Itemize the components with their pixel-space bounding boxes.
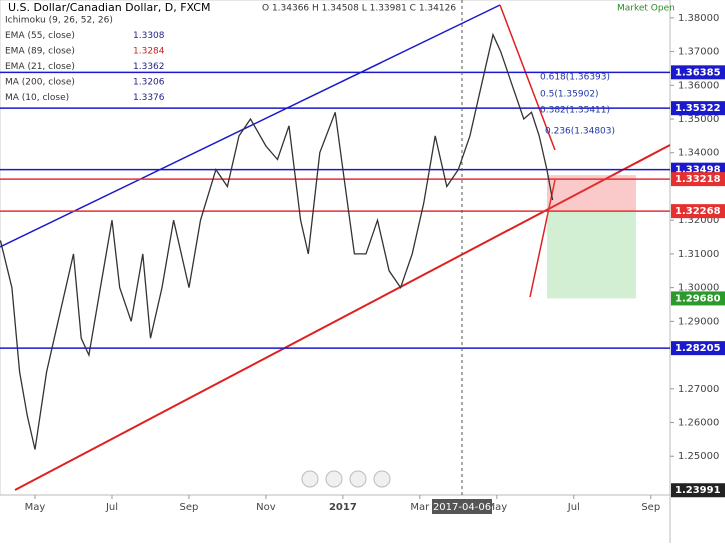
- price-label-bg: [671, 172, 725, 187]
- y-tick-label: 1.36000: [678, 80, 719, 91]
- indicator-name: EMA (55, close): [5, 31, 75, 41]
- indicator-value: 1.3284: [133, 47, 165, 57]
- y-tick-label: 1.35000: [678, 114, 719, 125]
- x-tick-label: Nov: [256, 502, 276, 513]
- price-label-bg: [671, 101, 725, 116]
- zoom-controls: [301, 470, 391, 488]
- price-label: 1.32268: [675, 206, 721, 217]
- zoom-in-button[interactable]: [373, 470, 391, 488]
- price-label-bg: [671, 65, 725, 80]
- price-label: 1.36385: [675, 67, 721, 78]
- price-label: 1.23991: [675, 485, 721, 496]
- price-label-bg: [671, 204, 725, 219]
- x-tick-label: Sep: [641, 502, 660, 513]
- price-label: 1.33218: [675, 174, 721, 185]
- zoom-plus-button[interactable]: [349, 470, 367, 488]
- y-tick-label: 1.26000: [678, 418, 719, 429]
- fib-label: 0.382(1.35411): [540, 106, 610, 116]
- y-tick-label: 1.38000: [678, 13, 719, 24]
- ohlc: O 1.34366 H 1.34508 L 1.33981 C 1.34126: [262, 4, 456, 14]
- fib-label: 0.236(1.34803): [545, 127, 615, 137]
- indicator-name: MA (200, close): [5, 78, 75, 88]
- x-tick-label: 2017: [329, 502, 357, 513]
- x-tick-label: May: [25, 502, 46, 513]
- indicator-name: EMA (21, close): [5, 62, 75, 72]
- y-tick-label: 1.31000: [678, 249, 719, 260]
- price-label-bg: [671, 483, 725, 498]
- zoom-out-button[interactable]: [301, 470, 319, 488]
- plot-area: [0, 0, 671, 496]
- price-label: 1.35322: [675, 103, 721, 114]
- y-tick-label: 1.29000: [678, 316, 719, 327]
- symbol-title: U.S. Dollar/Canadian Dollar, D, FXCM: [8, 1, 210, 14]
- price-label-bg: [671, 341, 725, 356]
- y-tick-label: 1.25000: [678, 451, 719, 462]
- indicator-name: Ichimoku (9, 26, 52, 26): [5, 16, 113, 26]
- stop-zone: [547, 175, 636, 212]
- indicator-value: 1.3206: [133, 78, 165, 88]
- indicator-value: 1.3308: [133, 31, 165, 41]
- x-tick-label: Jul: [567, 502, 580, 513]
- market-status: Market Open: [617, 4, 675, 14]
- trendlines: [0, 4, 671, 491]
- indicator-value: 1.3376: [133, 93, 165, 103]
- indicator-value: 1.3362: [133, 62, 165, 72]
- price-label: 1.29680: [675, 293, 721, 304]
- x-tick-label: May: [486, 502, 507, 513]
- x-tick-label: Jul: [105, 502, 118, 513]
- x-tick-label: Sep: [180, 502, 199, 513]
- indicator-name: EMA (89, close): [5, 47, 75, 57]
- y-tick-label: 1.27000: [678, 384, 719, 395]
- y-tick-label: 1.30000: [678, 283, 719, 294]
- y-tick-label: 1.32000: [678, 215, 719, 226]
- target-zone: [547, 211, 636, 299]
- x-tick-label: Mar: [410, 502, 430, 513]
- crosshair-date: 2017-04-06: [433, 502, 491, 513]
- price-label: 1.28205: [675, 343, 721, 354]
- price-line: [0, 32, 554, 450]
- crosshair-date-bg: [432, 499, 492, 514]
- price-label-bg: [671, 291, 725, 306]
- indicator-name: MA (10, close): [5, 93, 69, 103]
- fib-label: 0.5(1.35902): [540, 90, 599, 100]
- y-tick-label: 1.34000: [678, 148, 719, 159]
- price-label: 1.33498: [675, 165, 721, 176]
- zoom-minus-button[interactable]: [325, 470, 343, 488]
- fib-label: 0.618(1.36393): [540, 73, 610, 83]
- y-tick-label: 1.37000: [678, 47, 719, 58]
